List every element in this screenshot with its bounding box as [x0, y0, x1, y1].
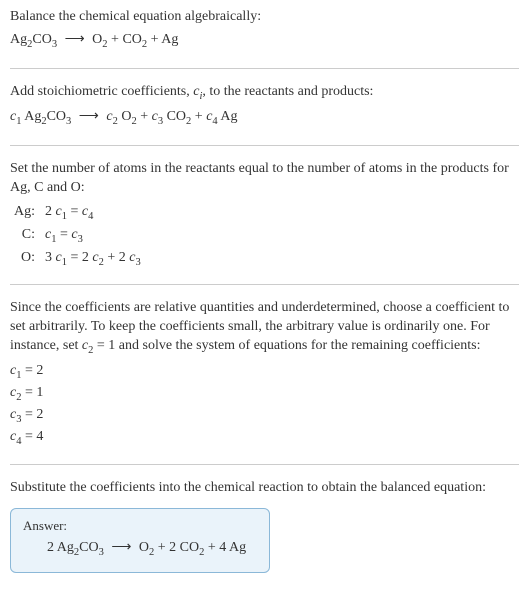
product-ag: Ag — [220, 109, 237, 124]
product-co2: CO — [167, 109, 186, 124]
reactant-co3: CO — [79, 540, 98, 555]
plus: + — [137, 109, 152, 124]
val: = 2 — [21, 407, 43, 422]
coef-line-2: c2 = 1 — [10, 384, 519, 405]
c-sub: 3 — [135, 256, 140, 267]
eq: = — [67, 250, 82, 265]
section-coefficients: Add stoichiometric coefficients, ci, to … — [10, 83, 519, 146]
coef-intro-a: Add stoichiometric coefficients, — [10, 84, 193, 99]
problem-intro: Balance the chemical equation algebraica… — [10, 8, 519, 27]
row-eq-o: 3 c1 = 2 c2 + 2 c3 — [41, 248, 145, 271]
product-o2: O — [139, 540, 149, 555]
plus: + — [204, 540, 219, 555]
coef-intro: Add stoichiometric coefficients, ci, to … — [10, 83, 519, 104]
coef: 2 — [82, 250, 93, 265]
answer-box: Answer: 2 Ag2CO3 ⟶ O2 + 2 CO2 + 4 Ag — [10, 508, 270, 573]
plus: + — [154, 540, 169, 555]
arrow-icon: ⟶ — [111, 539, 131, 558]
section-problem: Balance the chemical equation algebraica… — [10, 8, 519, 69]
plus: + — [108, 32, 123, 47]
reactant-co3-sub: 3 — [52, 39, 57, 50]
solve-intro: Since the coefficients are relative quan… — [10, 299, 519, 358]
arrow-icon: ⟶ — [79, 108, 99, 127]
problem-equation: Ag2CO3 ⟶ O2 + CO2 + Ag — [10, 31, 519, 52]
table-row: Ag: 2 c1 = c4 — [10, 202, 145, 225]
table-row: O: 3 c1 = 2 c2 + 2 c3 — [10, 248, 145, 271]
table-row: C: c1 = c3 — [10, 225, 145, 248]
c-sub: 4 — [88, 210, 93, 221]
reactant-ag2: Ag — [24, 109, 41, 124]
product-co2: CO — [122, 32, 141, 47]
coef-intro-b: , to the reactants and products: — [202, 84, 373, 99]
coef: 2 — [47, 540, 57, 555]
answer-label: Answer: — [23, 517, 257, 535]
plus: + — [191, 109, 206, 124]
reactant-co3-sub: 3 — [99, 546, 104, 557]
answer-intro: Substitute the coefficients into the che… — [10, 479, 519, 498]
section-atom-balance: Set the number of atoms in the reactants… — [10, 160, 519, 286]
reactant-co3: CO — [32, 32, 51, 47]
plus: + — [147, 32, 161, 47]
coef: 4 — [219, 540, 229, 555]
coef-line-1: c1 = 2 — [10, 362, 519, 383]
val: = 4 — [21, 429, 43, 444]
product-ag: Ag — [161, 32, 178, 47]
row-eq-ag: 2 c1 = c4 — [41, 202, 145, 225]
coef: 2 — [169, 540, 180, 555]
row-label-ag: Ag: — [10, 202, 41, 225]
eq: = — [56, 227, 71, 242]
product-ag: Ag — [229, 540, 246, 555]
product-o2: O — [92, 32, 102, 47]
reactant-co3-sub: 3 — [66, 116, 71, 127]
section-answer: Substitute the coefficients into the che… — [10, 479, 519, 572]
row-eq-c: c1 = c3 — [41, 225, 145, 248]
coef-equation: c1 Ag2CO3 ⟶ c2 O2 + c3 CO2 + c4 Ag — [10, 108, 519, 129]
arrow-icon: ⟶ — [65, 31, 85, 50]
coef: 2 — [45, 204, 56, 219]
answer-equation: 2 Ag2CO3 ⟶ O2 + 2 CO2 + 4 Ag — [23, 539, 257, 560]
product-co2: CO — [180, 540, 199, 555]
val: = 1 — [21, 385, 43, 400]
atom-intro: Set the number of atoms in the reactants… — [10, 160, 519, 198]
reactant-ag2: Ag — [57, 540, 74, 555]
reactant-co3: CO — [47, 109, 66, 124]
coef-line-4: c4 = 4 — [10, 428, 519, 449]
section-solve: Since the coefficients are relative quan… — [10, 299, 519, 465]
product-o2: O — [121, 109, 131, 124]
val: = 2 — [21, 363, 43, 378]
row-label-c: C: — [10, 225, 41, 248]
c4-sub: 4 — [212, 116, 217, 127]
c-sub: 3 — [78, 233, 83, 244]
solve-intro-b: = 1 and solve the system of equations fo… — [93, 338, 480, 353]
plus: + — [104, 250, 119, 265]
atom-table: Ag: 2 c1 = c4 C: c1 = c3 O: 3 c1 = 2 c2 … — [10, 202, 145, 271]
coef: 2 — [119, 250, 130, 265]
reactant-ag2: Ag — [10, 32, 27, 47]
eq: = — [67, 204, 82, 219]
coef: 3 — [45, 250, 56, 265]
row-label-o: O: — [10, 248, 41, 271]
coef-line-3: c3 = 2 — [10, 406, 519, 427]
